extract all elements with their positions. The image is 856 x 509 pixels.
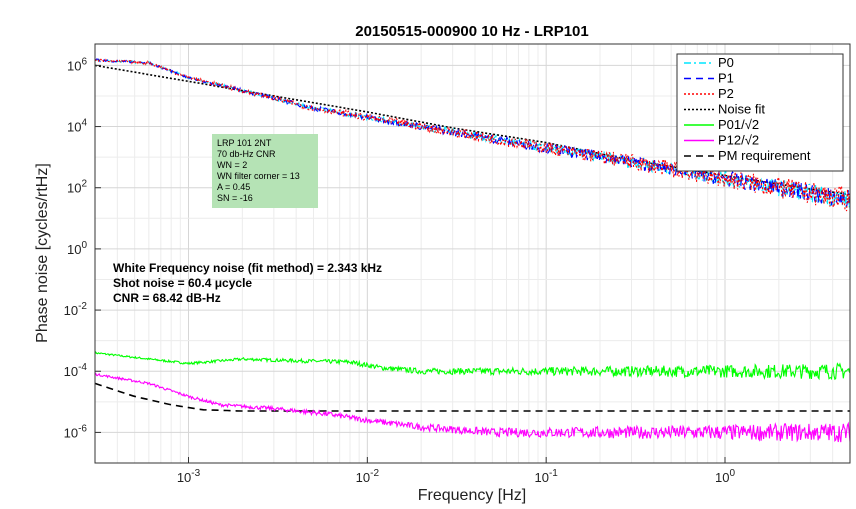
- y-tick-label: 100: [67, 240, 87, 257]
- grid-lines: [94, 44, 851, 464]
- x-tick-label: 10-3: [177, 468, 201, 485]
- info-line: LRP 101 2NT: [217, 138, 272, 148]
- y-tick-label: 10-6: [64, 423, 88, 440]
- y-tick-label: 10-4: [64, 362, 88, 379]
- chart-title: 20150515-000900 10 Hz - LRP101: [355, 23, 589, 40]
- legend-label: P1: [718, 71, 734, 86]
- y-axis-label: Phase noise [cycles/rtHz]: [34, 163, 51, 343]
- legend-label: P12/√2: [718, 133, 759, 148]
- info-line: SN = -16: [217, 193, 253, 203]
- x-axis-label: Frequency [Hz]: [418, 487, 526, 504]
- x-tick-label: 10-2: [356, 468, 380, 485]
- legend-label: P01/√2: [718, 117, 759, 132]
- y-tick-label: 104: [67, 118, 87, 135]
- x-tick-label: 100: [715, 468, 735, 485]
- legend-box: [676, 53, 844, 172]
- y-tick-label: 102: [67, 179, 87, 196]
- annotation-shot-noise: Shot noise = 60.4 μcycle: [113, 276, 252, 290]
- annotation-cnr: CNR = 68.42 dB-Hz: [113, 291, 221, 305]
- plot-frame: [94, 43, 851, 464]
- fit-annotations: White Frequency noise (fit method) = 2.3…: [113, 261, 382, 305]
- info-line: 70 db-Hz CNR: [217, 149, 276, 159]
- legend-label: P0: [718, 55, 734, 70]
- series-line-5: [94, 372, 851, 443]
- y-tick-label: 10-2: [64, 301, 88, 318]
- info-box: LRP 101 2NT 70 db-Hz CNR WN = 2 WN filte…: [212, 134, 318, 208]
- info-line: WN filter corner = 13: [217, 171, 300, 181]
- legend-label: P2: [718, 86, 734, 101]
- annotation-white-frequency-noise: White Frequency noise (fit method) = 2.3…: [113, 261, 382, 275]
- y-tick-label: 106: [67, 56, 87, 73]
- info-line: WN = 2: [217, 160, 247, 170]
- x-tick-label: 10-1: [534, 468, 558, 485]
- info-line: A = 0.45: [217, 182, 250, 192]
- info-box-background: [212, 134, 318, 208]
- series-group: [94, 58, 851, 443]
- series-line-4: [94, 351, 851, 381]
- legend-label: Noise fit: [718, 102, 765, 117]
- legend-label: PM requirement: [718, 148, 811, 163]
- axis-ticks: 10-3 10-2 10-1 100 10-6 10-4 10-2 100 102 104 106: [64, 56, 736, 485]
- series-line-2: [94, 58, 851, 212]
